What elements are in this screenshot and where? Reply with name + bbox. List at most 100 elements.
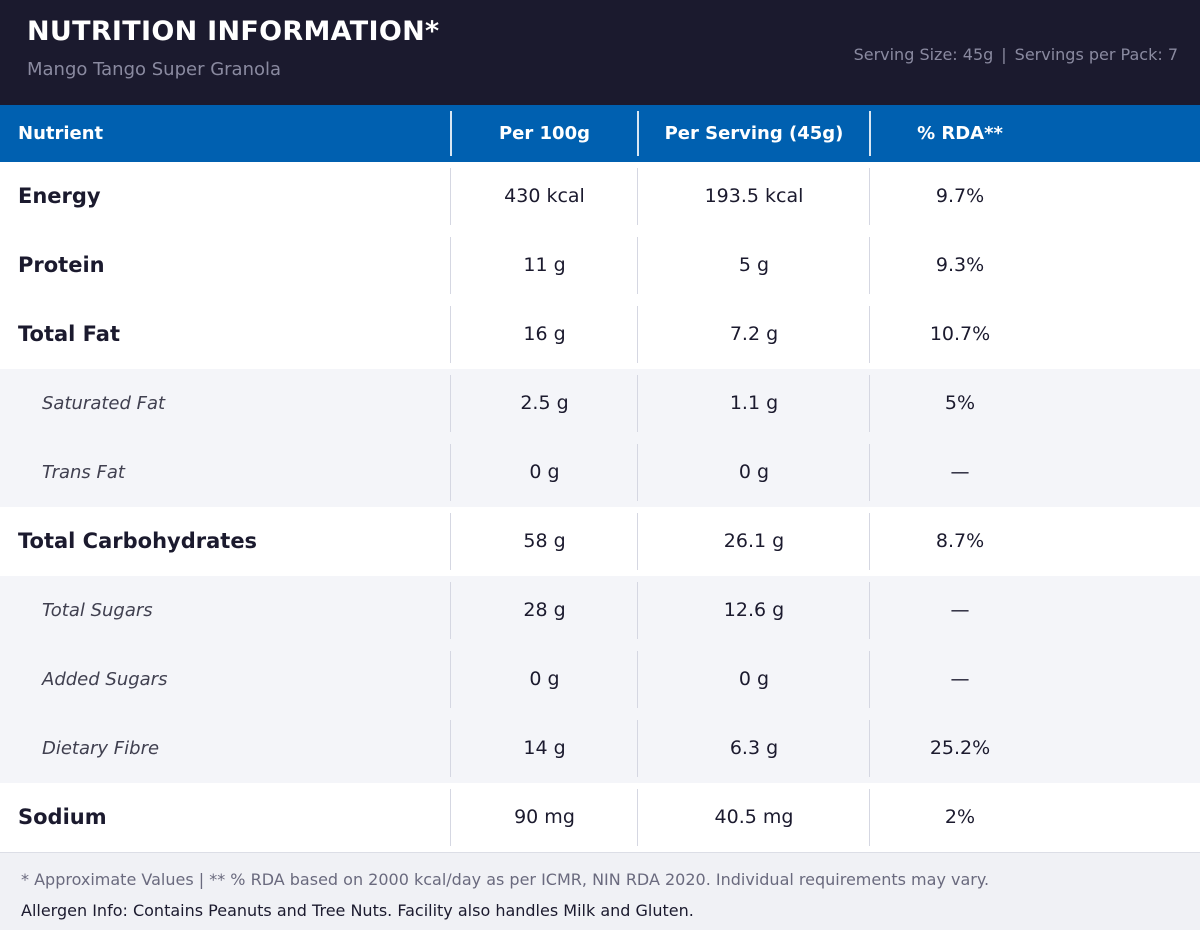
table-row: Protein 11 g 5 g 9.3% (0, 231, 1200, 300)
nutrient-name: Energy (18, 184, 101, 208)
column-divider (450, 444, 451, 501)
column-divider (637, 306, 638, 363)
column-divider (450, 513, 451, 570)
nutrient-name: Total Carbohydrates (18, 529, 258, 553)
table-row: Sodium 90 mg 40.5 mg 2% (0, 783, 1200, 852)
allergen-info: Allergen Info: Contains Peanuts and Tree… (21, 901, 694, 920)
column-divider (869, 444, 870, 501)
value-per-serving: 26.1 g (723, 530, 785, 552)
value-per-serving: 0 g (738, 461, 770, 483)
column-divider (450, 168, 451, 225)
value-per-serving: 193.5 kcal (704, 185, 804, 207)
value-per-100g: 58 g (523, 530, 566, 552)
column-divider (869, 306, 870, 363)
column-divider (637, 651, 638, 708)
column-divider (869, 789, 870, 846)
table-row: Total Carbohydrates 58 g 26.1 g 8.7% (0, 507, 1200, 576)
value-per-serving: 0 g (738, 668, 770, 690)
value-per-serving: 1.1 g (729, 392, 779, 414)
table-row: Added Sugars 0 g 0 g — (0, 645, 1200, 714)
column-divider (637, 789, 638, 846)
nutrient-name: Total Sugars (42, 600, 153, 621)
column-divider (637, 720, 638, 777)
serving-info: Serving Size: 45g | Servings per Pack: 7 (854, 45, 1178, 64)
column-divider (450, 720, 451, 777)
column-divider (869, 168, 870, 225)
value-rda: — (950, 668, 970, 690)
column-divider (450, 651, 451, 708)
column-divider (869, 720, 870, 777)
page-title: NUTRITION INFORMATION* (27, 16, 440, 47)
value-per-100g: 430 kcal (504, 185, 585, 207)
value-rda: 2% (944, 806, 976, 828)
value-per-100g: 90 mg (514, 806, 575, 828)
footnote: * Approximate Values | ** % RDA based on… (21, 870, 990, 889)
column-header-per-100g: Per 100g (498, 123, 590, 144)
label-footer: * Approximate Values | ** % RDA based on… (0, 852, 1200, 930)
nutrient-name: Trans Fat (42, 462, 125, 483)
column-divider (869, 582, 870, 639)
value-rda: 8.7% (935, 530, 985, 552)
column-divider (637, 444, 638, 501)
nutrient-name: Protein (18, 253, 105, 277)
value-per-serving: 6.3 g (729, 737, 779, 759)
serving-separator: | (1001, 45, 1007, 64)
serving-size: Serving Size: 45g (853, 45, 994, 64)
column-divider (869, 375, 870, 432)
column-divider (869, 111, 871, 156)
value-per-serving: 7.2 g (729, 323, 779, 345)
value-rda: 9.3% (935, 254, 985, 276)
nutrient-name: Sodium (18, 805, 107, 829)
value-per-serving: 40.5 mg (714, 806, 794, 828)
table-row: Dietary Fibre 14 g 6.3 g 25.2% (0, 714, 1200, 783)
table-row: Total Fat 16 g 7.2 g 10.7% (0, 300, 1200, 369)
nutrient-table-body: Energy 430 kcal 193.5 kcal 9.7% Protein 11 g 5… (0, 162, 1200, 852)
table-row: Saturated Fat 2.5 g 1.1 g 5% (0, 369, 1200, 438)
value-rda: 5% (944, 392, 976, 414)
value-per-100g: 0 g (529, 668, 560, 690)
column-divider (637, 513, 638, 570)
value-per-serving: 5 g (738, 254, 770, 276)
value-rda: — (950, 461, 970, 483)
column-divider (637, 168, 638, 225)
nutrient-name: Added Sugars (42, 669, 168, 690)
column-divider (869, 513, 870, 570)
column-divider (869, 651, 870, 708)
value-per-100g: 11 g (523, 254, 566, 276)
value-per-100g: 16 g (523, 323, 566, 345)
column-header-per-serving: Per Serving (45g) (664, 123, 844, 144)
column-divider (637, 111, 639, 156)
value-rda: — (950, 599, 970, 621)
value-per-100g: 2.5 g (520, 392, 569, 414)
column-divider (450, 237, 451, 294)
value-per-100g: 28 g (523, 599, 566, 621)
nutrient-name: Total Fat (18, 322, 121, 346)
nutrient-name: Dietary Fibre (42, 738, 160, 759)
column-divider (450, 375, 451, 432)
column-divider (450, 111, 452, 156)
label-header: NUTRITION INFORMATION* Mango Tango Super… (0, 0, 1200, 105)
value-rda: 9.7% (935, 185, 985, 207)
servings-per-pack: Servings per Pack: 7 (1014, 45, 1178, 64)
column-divider (637, 582, 638, 639)
table-row: Energy 430 kcal 193.5 kcal 9.7% (0, 162, 1200, 231)
column-divider (637, 375, 638, 432)
value-per-serving: 12.6 g (723, 599, 785, 621)
table-row: Trans Fat 0 g 0 g — (0, 438, 1200, 507)
column-header-nutrient: Nutrient (18, 123, 104, 144)
value-per-100g: 14 g (523, 737, 566, 759)
column-divider (869, 237, 870, 294)
value-rda: 25.2% (929, 737, 991, 759)
table-row: Total Sugars 28 g 12.6 g — (0, 576, 1200, 645)
column-divider (450, 789, 451, 846)
column-divider (450, 306, 451, 363)
value-rda: 10.7% (929, 323, 991, 345)
table-header: Nutrient Per 100g Per Serving (45g) % RD… (0, 105, 1200, 162)
column-header-rda: % RDA** (917, 123, 1003, 144)
nutrient-name: Saturated Fat (42, 393, 166, 414)
column-divider (450, 582, 451, 639)
column-divider (637, 237, 638, 294)
value-per-100g: 0 g (529, 461, 560, 483)
product-name: Mango Tango Super Granola (27, 59, 282, 80)
